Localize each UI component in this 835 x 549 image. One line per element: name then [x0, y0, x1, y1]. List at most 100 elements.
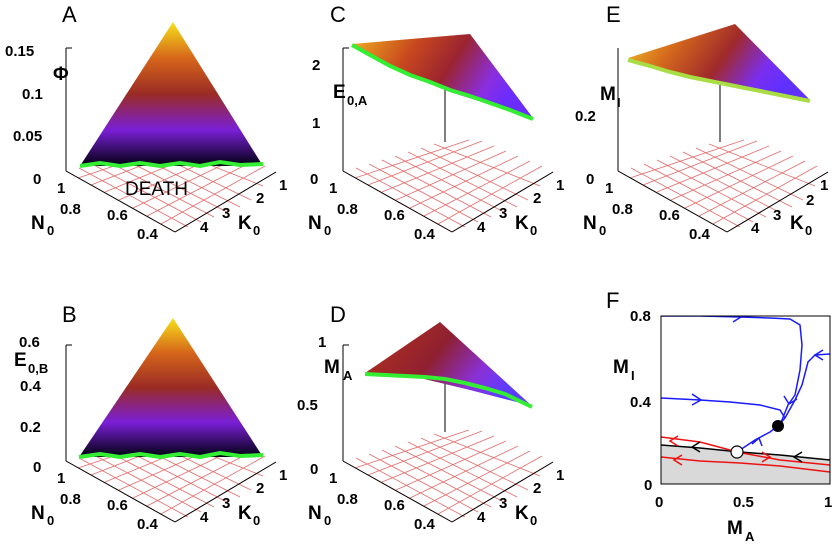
svg-text:M: M [613, 357, 629, 378]
svg-text:E: E [333, 82, 346, 103]
svg-text:2: 2 [533, 480, 541, 497]
svg-text:0.4: 0.4 [689, 226, 711, 243]
svg-text:4: 4 [200, 509, 209, 526]
svg-text:1: 1 [329, 470, 337, 487]
boundary-curve [79, 159, 264, 169]
svg-text:0.6: 0.6 [384, 497, 405, 514]
svg-text:0: 0 [655, 494, 663, 511]
boundary-curve [351, 43, 534, 121]
svg-text:0: 0 [805, 223, 812, 238]
svg-text:I: I [617, 95, 621, 110]
svg-text:0.2: 0.2 [575, 108, 596, 125]
svg-text:0.8: 0.8 [630, 308, 651, 325]
svg-text:0: 0 [324, 223, 331, 238]
svg-text:2: 2 [312, 57, 320, 74]
panel-a: A 0.15 0.1 0.05 0 Φ DEATH 1 0.8 0.6 0 [5, 2, 287, 243]
svg-text:0.4: 0.4 [414, 226, 436, 243]
svg-text:1: 1 [605, 180, 613, 197]
svg-text:0.6: 0.6 [659, 207, 680, 224]
panel-c: C 2 1 0 E 0,A 1 0.8 0.6 0.4 N 0 1 2 3 4 [308, 2, 564, 243]
svg-text:0.6: 0.6 [384, 207, 405, 224]
trajectory-right [777, 353, 830, 427]
svg-text:N: N [583, 213, 597, 234]
surface [80, 22, 263, 166]
svg-text:0.1: 0.1 [22, 86, 43, 103]
svg-text:0.8: 0.8 [60, 491, 81, 508]
svg-text:C: C [330, 2, 346, 27]
svg-text:1: 1 [57, 470, 65, 487]
svg-text:0: 0 [33, 459, 41, 476]
svg-text:0.6: 0.6 [107, 497, 128, 514]
svg-text:2: 2 [256, 480, 264, 497]
trajectory-top [661, 316, 803, 427]
svg-text:1: 1 [312, 115, 320, 132]
surface [628, 24, 810, 100]
svg-text:4: 4 [200, 219, 209, 236]
surface [79, 318, 263, 457]
svg-text:0.2: 0.2 [20, 419, 41, 436]
svg-text:M: M [324, 357, 340, 378]
svg-text:D: D [330, 302, 346, 327]
svg-text:0.8: 0.8 [612, 201, 633, 218]
svg-text:0: 0 [530, 223, 537, 238]
svg-text:2: 2 [806, 192, 814, 209]
svg-text:B: B [62, 302, 77, 327]
svg-text:1: 1 [318, 334, 326, 351]
surface [365, 322, 532, 406]
svg-text:I: I [631, 368, 635, 383]
trajectory-left [661, 397, 786, 419]
svg-text:N: N [31, 503, 45, 524]
svg-text:0: 0 [33, 171, 41, 188]
svg-text:3: 3 [499, 205, 507, 222]
svg-text:0: 0 [644, 477, 652, 494]
svg-text:0.4: 0.4 [137, 226, 159, 243]
panel-letter: A [62, 2, 77, 27]
panel-b: B 0.6 0.4 0.2 0 E 0,B 1 0.8 0.6 0.4 N 0 … [14, 302, 287, 533]
svg-text:A: A [745, 529, 755, 544]
svg-text:0: 0 [599, 223, 606, 238]
svg-text:0: 0 [310, 171, 318, 188]
svg-text:0: 0 [530, 513, 537, 528]
svg-text:0.5: 0.5 [733, 494, 754, 511]
svg-text:1: 1 [279, 467, 287, 484]
svg-text:0: 0 [324, 513, 331, 528]
svg-text:N: N [308, 503, 322, 524]
svg-text:0,B: 0,B [28, 361, 48, 376]
svg-text:0.6: 0.6 [19, 334, 40, 351]
svg-text:0.8: 0.8 [337, 201, 358, 218]
svg-text:2: 2 [533, 190, 541, 207]
death-label: DEATH [125, 179, 188, 200]
svg-text:0: 0 [47, 513, 54, 528]
svg-text:E: E [606, 2, 621, 27]
svg-text:Φ: Φ [53, 64, 69, 85]
svg-text:0.4: 0.4 [137, 516, 159, 533]
svg-text:4: 4 [477, 509, 486, 526]
death-region [661, 445, 830, 484]
svg-text:0.8: 0.8 [337, 491, 358, 508]
surface [352, 34, 533, 118]
svg-text:3: 3 [222, 495, 230, 512]
svg-text:0.5: 0.5 [297, 397, 318, 414]
svg-text:1: 1 [556, 467, 564, 484]
svg-text:0.4: 0.4 [414, 516, 436, 533]
svg-text:K: K [238, 213, 252, 234]
svg-text:1: 1 [820, 177, 828, 194]
svg-text:4: 4 [751, 220, 760, 237]
svg-text:K: K [790, 213, 804, 234]
svg-text:0: 0 [253, 513, 260, 528]
svg-text:3: 3 [222, 205, 230, 222]
svg-text:F: F [606, 288, 619, 313]
boundary-curve [627, 58, 811, 103]
svg-text:2: 2 [256, 190, 264, 207]
panel-f: F 0.8 0 [606, 288, 832, 544]
svg-text:1: 1 [556, 177, 564, 194]
svg-text:0: 0 [47, 223, 54, 238]
svg-text:3: 3 [499, 495, 507, 512]
svg-text:K: K [515, 213, 529, 234]
boundary-curve [78, 450, 264, 460]
svg-text:N: N [308, 213, 322, 234]
arrow-heads [668, 316, 824, 466]
svg-text:4: 4 [477, 219, 486, 236]
svg-text:0.15: 0.15 [5, 43, 34, 60]
panel-d: D 1 0.5 0 M A 1 0.8 0.6 0.4 N 0 1 2 3 4 [297, 302, 564, 533]
